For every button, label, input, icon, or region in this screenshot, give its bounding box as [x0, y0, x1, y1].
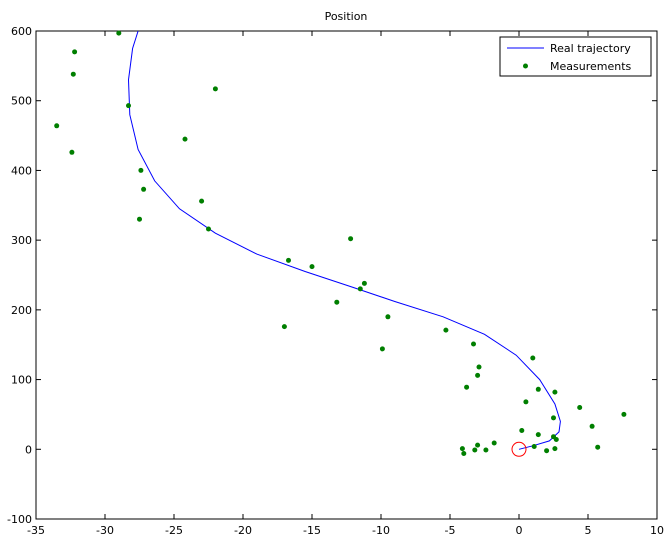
measurement-point [54, 123, 60, 129]
x-tick-label: 10 [650, 524, 664, 537]
x-tick-label: -5 [445, 524, 456, 537]
measurement-point [471, 341, 476, 347]
measurement-point [141, 186, 147, 192]
measurement-point [138, 167, 144, 173]
y-tick-label: 400 [11, 164, 32, 177]
measurement-point [483, 447, 489, 453]
y-tick-label: 600 [11, 25, 32, 38]
start-marker [511, 441, 527, 457]
measurement-point [535, 432, 541, 438]
y-tick-label: 200 [11, 304, 32, 317]
x-tick-label: -35 [27, 524, 45, 537]
measurement-point [595, 444, 601, 450]
measurement-point [472, 447, 478, 453]
measurement-point [443, 327, 449, 333]
measurement-point [519, 428, 525, 433]
y-tick-label: 300 [11, 234, 32, 247]
x-axis: -35 -30 -25 -20 -15 -10 -5 0 5 10 [27, 31, 664, 537]
measurement-point [361, 280, 367, 286]
x-tick-label: -10 [372, 524, 390, 537]
measurement-point [334, 299, 340, 305]
measurement-point [206, 226, 211, 232]
measurement-point [212, 86, 218, 92]
measurement-point [553, 437, 559, 442]
measurement-point [475, 372, 481, 378]
measurement-point [464, 384, 470, 390]
y-tick-label: 0 [25, 443, 32, 456]
legend: Real trajectory Measurements [499, 36, 652, 77]
measurement-point [137, 216, 142, 222]
measurement-point [286, 257, 291, 263]
measurement-point [70, 71, 76, 77]
measurement-point [199, 198, 205, 204]
measurement-point [385, 314, 391, 320]
chart-title: Position [325, 10, 368, 23]
series-layer [54, 30, 627, 457]
measurement-point [461, 451, 467, 456]
measurement-point [379, 346, 385, 352]
measurement-point [459, 446, 465, 452]
x-tick-label: -25 [165, 524, 183, 537]
x-tick-label: -20 [234, 524, 252, 537]
measurement-point [552, 389, 558, 395]
measurement-point [281, 324, 287, 330]
measurement-point [72, 49, 78, 55]
measurement-point [552, 446, 558, 452]
x-tick-label: -15 [303, 524, 321, 537]
y-tick-label: 500 [11, 95, 32, 108]
x-tick-label: 0 [516, 524, 523, 537]
measurement-point [491, 440, 497, 446]
measurement-point [475, 442, 481, 448]
measurement-point [523, 399, 529, 405]
measurement-point [544, 448, 550, 454]
measurement-point [309, 264, 315, 270]
measurement-point [621, 411, 627, 417]
measurement-point [476, 364, 482, 370]
real-trajectory-line [127, 30, 561, 450]
legend-marker-swatch [523, 63, 528, 69]
measurement-point [530, 355, 536, 361]
measurement-point [116, 30, 122, 36]
measurement-point [69, 149, 75, 155]
x-tick-label: -30 [96, 524, 114, 537]
measurement-point [348, 236, 354, 242]
measurement-point [535, 386, 541, 392]
y-tick-label: 100 [11, 374, 32, 387]
x-tick-label: 5 [585, 524, 592, 537]
measurement-point [357, 286, 363, 292]
measurement-point [182, 136, 188, 142]
measurement-point [577, 405, 583, 410]
y-axis: -100 0 100 200 300 400 500 600 [7, 25, 657, 526]
legend-label-trajectory: Real trajectory [550, 42, 631, 55]
measurement-point [551, 415, 556, 421]
legend-label-measurements: Measurements [550, 60, 632, 73]
measurement-point [589, 423, 595, 429]
measurement-point [126, 103, 131, 109]
measurement-point [531, 444, 537, 449]
y-tick-label: -100 [7, 513, 32, 526]
legend-box [499, 36, 652, 77]
